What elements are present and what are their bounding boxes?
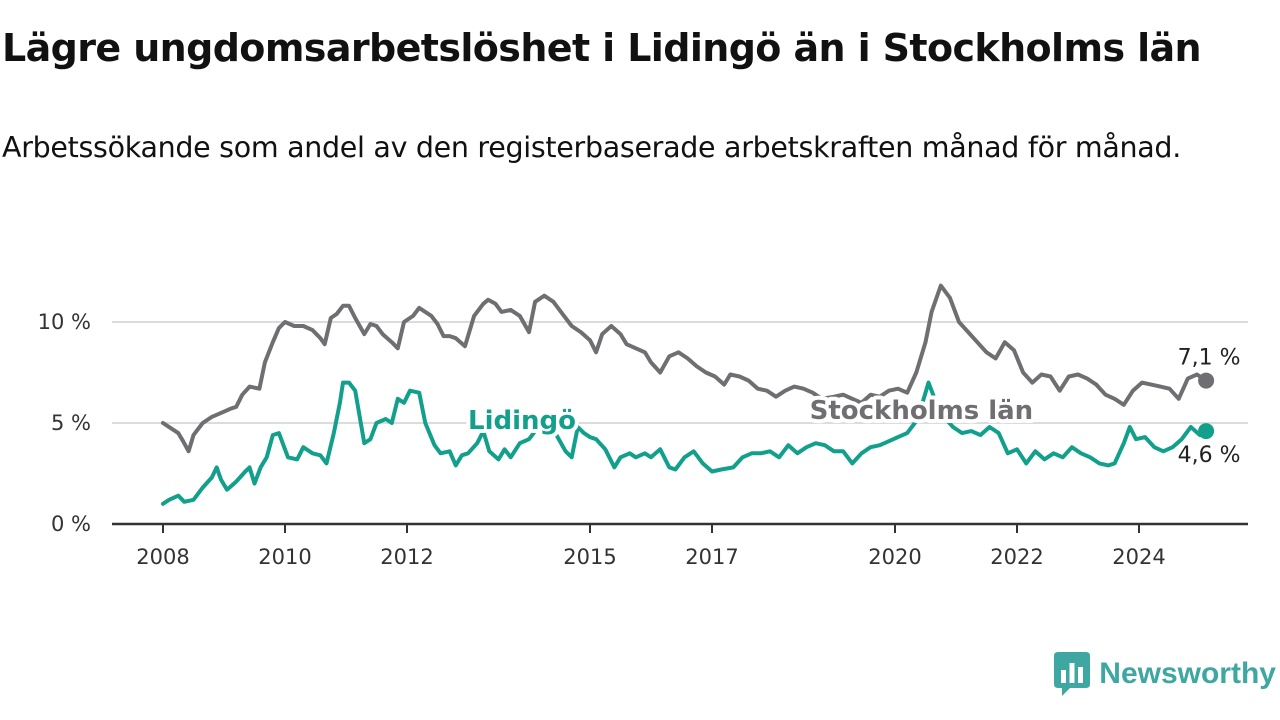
x-tick-label: 2015 <box>563 545 616 569</box>
bar-chart-speech-bubble-icon <box>1054 652 1091 696</box>
gridlines <box>112 321 1248 424</box>
x-tick-label: 2010 <box>258 545 311 569</box>
newsworthy-brand: Newsworthy <box>1054 652 1276 696</box>
end-value-label: 4,6 % <box>1178 443 1241 468</box>
brand-name: Newsworthy <box>1099 657 1276 690</box>
end-value-label: 7,1 % <box>1178 346 1241 371</box>
x-tick-label: 2022 <box>990 545 1043 569</box>
x-tick-label: 2024 <box>1112 545 1165 569</box>
y-axis-tick-labels: 0 % 5 % 10 % <box>38 310 91 536</box>
chart-title: Lägre ungdomsarbetslöshet i Lidingö än i… <box>2 26 1202 70</box>
x-tick-label: 2020 <box>868 545 921 569</box>
x-axis: 2008 2010 2012 2015 2017 2020 2022 2024 <box>112 522 1248 569</box>
series-labels: 7,1 % 4,6 % Stockholms län Lidingö <box>464 346 1241 469</box>
series-line-stockholms-lan <box>161 283 1209 454</box>
end-point-marker <box>1198 423 1215 440</box>
y-tick-label: 10 % <box>38 310 91 334</box>
end-point-marker <box>1198 372 1215 389</box>
y-tick-label: 5 % <box>51 411 91 435</box>
series-line-lidingo <box>161 380 1209 506</box>
series-name-label: Lidingö <box>468 406 576 436</box>
x-tick-label: 2017 <box>685 545 738 569</box>
series-name-label: Stockholms län <box>810 396 1034 426</box>
x-tick-label: 2012 <box>380 545 433 569</box>
chart-subtitle: Arbetssökande som andel av den registerb… <box>2 131 1181 164</box>
series-lines <box>161 283 1215 506</box>
x-tick-label: 2008 <box>136 545 189 569</box>
y-tick-label: 0 % <box>51 512 91 536</box>
